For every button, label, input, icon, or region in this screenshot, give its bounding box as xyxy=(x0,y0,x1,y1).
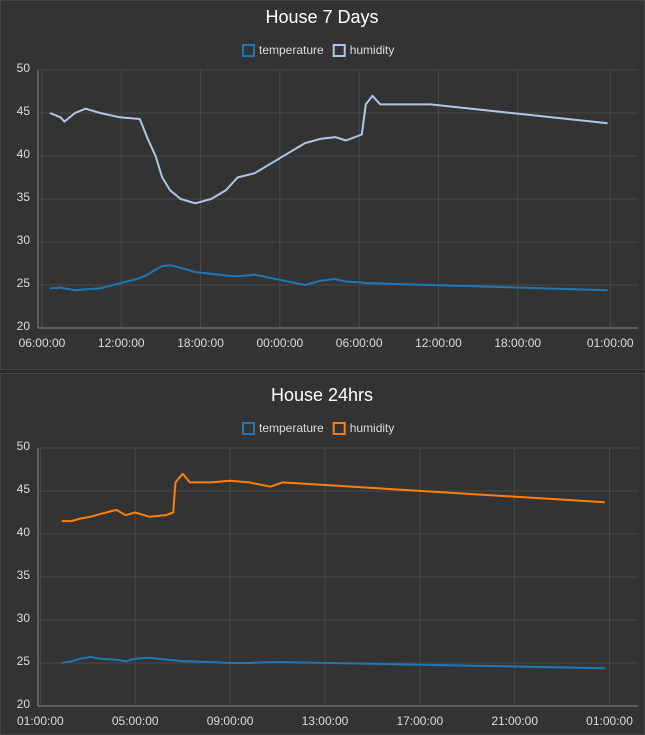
legend-swatch xyxy=(332,422,346,435)
y-tick-label: 20 xyxy=(17,319,31,333)
x-tick-label: 05:00:00 xyxy=(112,714,159,728)
y-tick-label: 40 xyxy=(17,525,31,539)
y-tick-label: 25 xyxy=(17,654,31,668)
x-tick-label: 01:00:00 xyxy=(586,714,633,728)
x-tick-label: 06:00:00 xyxy=(336,336,383,350)
legend-label: humidity xyxy=(350,43,395,57)
x-tick-label: 06:00:00 xyxy=(19,336,66,350)
x-tick-label: 18:00:00 xyxy=(177,336,224,350)
panel xyxy=(0,0,645,370)
y-tick-label: 20 xyxy=(17,697,31,711)
legend-label: humidity xyxy=(350,421,395,435)
x-tick-label: 13:00:00 xyxy=(302,714,349,728)
series-line xyxy=(61,472,605,523)
series-line xyxy=(49,94,608,205)
legend-swatch xyxy=(242,44,255,57)
y-tick-label: 25 xyxy=(17,276,31,290)
y-tick-label: 35 xyxy=(17,190,31,204)
y-tick-label: 30 xyxy=(17,233,31,247)
x-tick-label: 12:00:00 xyxy=(415,336,462,350)
y-tick-label: 50 xyxy=(17,61,31,75)
y-tick-label: 50 xyxy=(17,439,31,453)
x-tick-label: 00:00:00 xyxy=(256,336,303,350)
y-tick-label: 45 xyxy=(17,104,31,118)
legend-swatch xyxy=(242,422,255,435)
x-tick-label: 18:00:00 xyxy=(494,336,541,350)
x-tick-label: 01:00:00 xyxy=(587,336,634,350)
x-tick-label: 21:00:00 xyxy=(491,714,538,728)
y-tick-label: 45 xyxy=(17,482,31,496)
legend-label: temperature xyxy=(259,43,324,57)
series-line xyxy=(49,264,608,292)
x-tick-label: 09:00:00 xyxy=(207,714,254,728)
chart-title: House 24hrs xyxy=(271,385,373,405)
y-tick-label: 40 xyxy=(17,147,31,161)
y-tick-label: 30 xyxy=(17,611,31,625)
panel xyxy=(0,373,645,735)
legend-label: temperature xyxy=(259,421,324,435)
x-tick-label: 01:00:00 xyxy=(17,714,64,728)
x-tick-label: 17:00:00 xyxy=(396,714,443,728)
y-tick-label: 35 xyxy=(17,568,31,582)
legend-swatch xyxy=(332,44,346,57)
x-tick-label: 12:00:00 xyxy=(98,336,145,350)
chart-title: House 7 Days xyxy=(265,7,378,27)
series-line xyxy=(61,656,605,670)
